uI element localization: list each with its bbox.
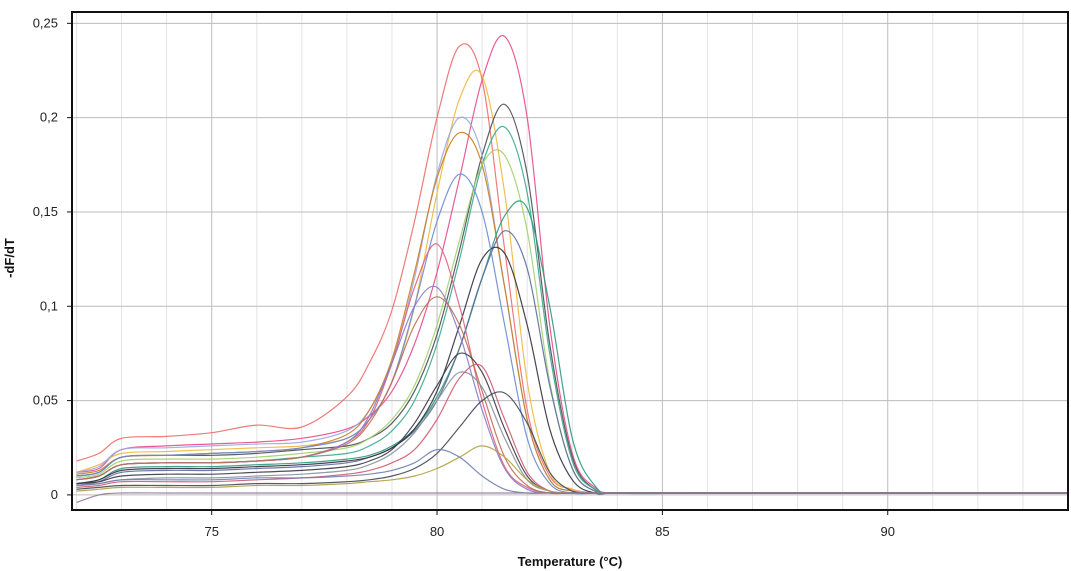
- minor-gridlines: [76, 12, 1069, 510]
- series-layer: [76, 34, 1068, 504]
- y-tick-label: 0,2: [40, 110, 58, 125]
- x-axis-title: Temperature (°C): [518, 554, 623, 569]
- x-tick-label: 85: [655, 524, 669, 539]
- major-gridlines: [72, 12, 1068, 510]
- y-axis-title: -dF/dT: [2, 238, 17, 278]
- y-tick-label: 0,1: [40, 298, 58, 313]
- x-tick-label: 90: [880, 524, 894, 539]
- y-tick-label: 0,05: [33, 393, 58, 408]
- y-tick-label: 0,15: [33, 204, 58, 219]
- x-tick-label: 80: [430, 524, 444, 539]
- melt-curve-22: [76, 492, 1068, 504]
- x-axis: 75 80 85 90: [204, 510, 895, 539]
- y-axis: 0 0,05 0,1 0,15 0,2 0,25: [33, 15, 72, 502]
- y-tick-label: 0,25: [33, 15, 58, 30]
- plot-area-background: [72, 12, 1068, 510]
- y-tick-label: 0: [51, 487, 58, 502]
- plot-frame: [71, 11, 1069, 511]
- x-tick-label: 75: [204, 524, 218, 539]
